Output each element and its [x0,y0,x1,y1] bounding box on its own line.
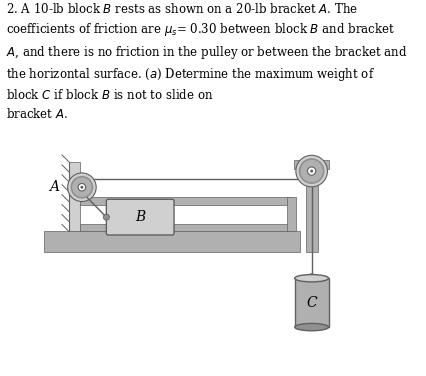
Circle shape [307,167,315,175]
Bar [294,278,328,327]
FancyBboxPatch shape [106,199,174,235]
Ellipse shape [294,274,328,282]
Bar [286,197,296,231]
Text: 2. A 10-lb block $B$ rests as shown on a 20-lb bracket $A$. The
coefficients of : 2. A 10-lb block $B$ rests as shown on a… [6,2,407,121]
Ellipse shape [294,323,328,331]
Circle shape [80,186,83,189]
Text: A: A [49,180,59,194]
Circle shape [78,183,86,191]
Bar [69,162,80,231]
Bar [80,224,290,231]
Bar [44,231,299,252]
Bar [305,160,317,252]
Bar [80,197,290,205]
Circle shape [308,274,314,280]
Bar [294,160,328,169]
Text: C: C [305,296,316,310]
Circle shape [299,159,323,183]
Circle shape [71,177,92,198]
Text: B: B [135,210,145,224]
Circle shape [309,170,312,173]
Circle shape [103,214,109,220]
Circle shape [295,155,327,187]
Circle shape [67,173,96,202]
